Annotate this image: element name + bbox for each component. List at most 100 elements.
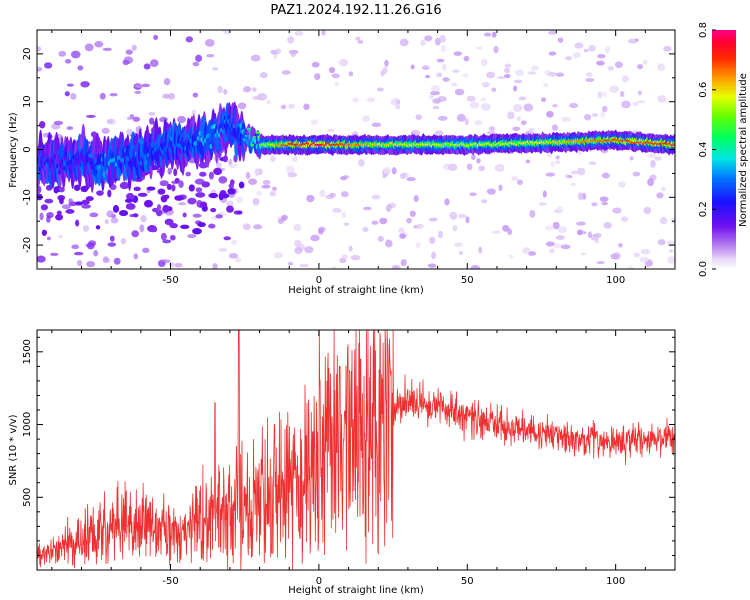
noise-speckle (517, 179, 523, 186)
noise-speckle (142, 247, 150, 254)
colorbar-tick-label: 0.6 (698, 82, 709, 98)
noise-speckle (429, 94, 434, 99)
low-amplitude-blob (81, 199, 90, 205)
low-amplitude-blob (131, 230, 140, 238)
noise-speckle (602, 91, 607, 98)
noise-speckle (132, 116, 141, 122)
noise-speckle (545, 225, 554, 231)
noise-speckle (102, 47, 113, 51)
noise-speckle (327, 128, 335, 133)
noise-speckle (548, 71, 558, 77)
noise-speckle (513, 85, 518, 92)
noise-speckle (458, 251, 464, 255)
x-tick-label: 50 (461, 576, 474, 587)
noise-speckle (85, 114, 96, 118)
noise-speckle (475, 46, 483, 50)
y-tick-label: 0 (22, 146, 33, 152)
noise-speckle (508, 254, 514, 259)
noise-speckle (159, 116, 168, 123)
noise-speckle (131, 44, 137, 51)
noise-speckle (512, 126, 521, 132)
noise-speckle (494, 163, 505, 172)
noise-speckle (332, 208, 342, 213)
noise-speckle (58, 234, 63, 239)
noise-speckle (252, 197, 260, 206)
noise-speckle (576, 150, 582, 155)
noise-speckle (293, 155, 299, 161)
noise-speckle (632, 171, 641, 177)
noise-speckle (601, 105, 608, 113)
noise-speckle (633, 252, 640, 258)
noise-speckle (163, 78, 171, 86)
noise-speckle (528, 128, 535, 135)
noise-speckle (618, 181, 626, 188)
noise-speckle (134, 84, 144, 89)
noise-speckle (122, 59, 130, 66)
low-amplitude-blob (124, 198, 134, 203)
spectrogram-panel: -50 0 50 100 -20 -10 0 10 20 Height of straight… (8, 29, 676, 296)
noise-speckle (493, 45, 499, 54)
low-amplitude-blob (210, 207, 217, 213)
noise-speckle (273, 252, 283, 259)
noise-speckle (304, 246, 314, 254)
noise-speckle (50, 252, 59, 256)
noise-speckle (341, 254, 348, 260)
noise-speckle (80, 81, 90, 88)
noise-speckle (424, 74, 431, 79)
low-amplitude-blob (197, 222, 206, 228)
noise-speckle (452, 224, 458, 232)
noise-speckle (436, 58, 445, 63)
noise-speckle (252, 95, 261, 101)
y-tick-label: 10 (22, 95, 33, 108)
noise-speckle (564, 174, 569, 179)
noise-speckle (574, 42, 584, 49)
noise-speckle (321, 30, 326, 36)
noise-speckle (153, 34, 159, 40)
noise-speckle (53, 120, 64, 126)
y-tick-label: 20 (22, 48, 33, 61)
noise-speckle (632, 101, 639, 106)
noise-speckle (538, 202, 547, 206)
noise-speckle (287, 172, 298, 178)
noise-speckle (310, 119, 319, 126)
noise-speckle (113, 257, 121, 265)
noise-speckle (125, 49, 133, 55)
noise-speckle (399, 233, 407, 239)
noise-speckle (66, 126, 74, 130)
noise-speckle (609, 85, 620, 94)
noise-speckle (46, 215, 51, 223)
noise-speckle (551, 124, 558, 131)
noise-speckle (256, 191, 263, 196)
low-amplitude-blob (107, 189, 112, 198)
noise-speckle (126, 128, 133, 136)
noise-speckle (293, 239, 302, 247)
noise-speckle (618, 242, 623, 248)
snr-series-line (37, 330, 675, 570)
noise-speckle (192, 213, 202, 218)
low-amplitude-blob (125, 203, 136, 210)
low-amplitude-blob (133, 186, 141, 192)
noise-speckle (379, 217, 388, 225)
noise-speckle (160, 259, 171, 264)
noise-speckle (464, 118, 469, 126)
x-tick-label: 0 (316, 576, 322, 587)
noise-speckle (228, 163, 239, 169)
noise-speckle (216, 162, 222, 169)
noise-speckle (120, 237, 127, 245)
noise-speckle (481, 102, 491, 111)
low-amplitude-blob (65, 209, 75, 214)
noise-speckle (70, 92, 77, 100)
noise-speckle (462, 73, 469, 78)
noise-speckle (101, 127, 110, 134)
low-amplitude-blob (157, 188, 166, 195)
noise-speckle (440, 44, 446, 53)
low-amplitude-blob (199, 201, 208, 208)
noise-speckle (552, 221, 560, 230)
noise-speckle (420, 39, 426, 47)
low-amplitude-blob (39, 121, 46, 129)
low-amplitude-blob (109, 235, 115, 242)
noise-speckle (46, 236, 51, 241)
noise-speckle (481, 58, 488, 67)
noise-speckle (427, 263, 437, 268)
noise-speckle (639, 256, 649, 263)
